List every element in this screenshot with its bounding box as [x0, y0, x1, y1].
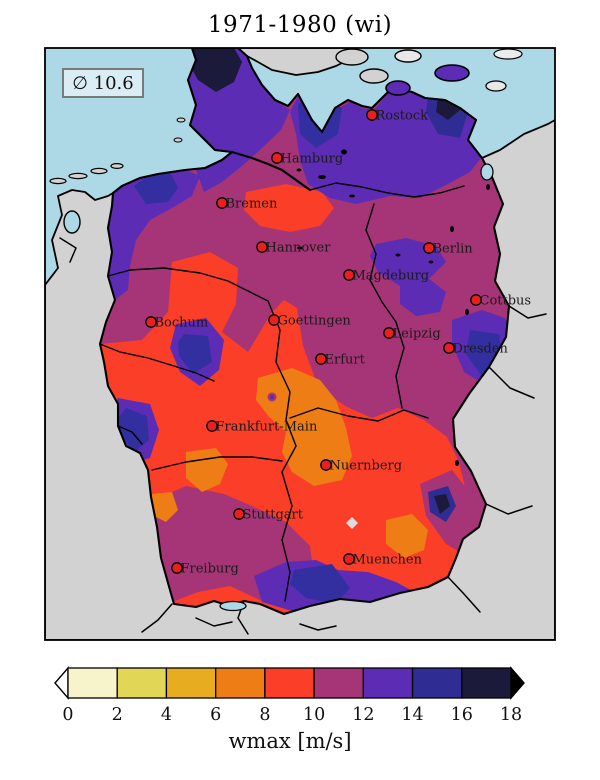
city-marker-dresden — [443, 342, 455, 354]
city-marker-hamburg — [271, 152, 283, 164]
city-label: Hamburg — [281, 152, 344, 167]
city-marker-leipzig — [383, 327, 395, 339]
city-marker-erfurt — [315, 353, 327, 365]
colorbar-cell — [313, 667, 364, 699]
colorbar-over-arrow — [510, 666, 525, 700]
city-label: Cottbus — [480, 294, 532, 309]
city-label: Nuernberg — [330, 459, 403, 474]
city-marker-muenchen — [343, 553, 355, 565]
city-label: Hannover — [266, 241, 332, 256]
city-label: Bremen — [226, 197, 278, 212]
islands-and-lakes — [49, 48, 523, 612]
colorbar-tick-label: 6 — [210, 705, 221, 725]
city-label: Muenchen — [353, 553, 423, 568]
city-label: Goettingen — [278, 314, 352, 329]
colorbar-tick-label: 18 — [500, 705, 522, 725]
colorbar-tick-label: 12 — [352, 705, 374, 725]
city-marker-stuttgart — [233, 508, 245, 520]
city-label: Magdeburg — [353, 269, 430, 284]
colorbar-cell — [362, 667, 414, 699]
city-marker-bremen — [216, 197, 228, 209]
colorbar-cell — [411, 667, 463, 699]
colorbar-tick-label: 2 — [112, 705, 123, 725]
city-label: Freiburg — [181, 562, 239, 577]
city-label: Bochum — [155, 316, 209, 331]
city-label: Berlin — [433, 242, 474, 257]
colorbar-tick-label: 10 — [303, 705, 325, 725]
city-label: Leipzig — [393, 327, 441, 342]
colorbar-cell — [67, 667, 118, 699]
city-marker-goettingen — [268, 314, 280, 326]
colorbar-under-arrow — [54, 666, 69, 700]
city-label: Erfurt — [325, 353, 366, 368]
city-layer: Rostock Hamburg Bremen Hannover BerlinMagdeb… — [145, 109, 532, 577]
colorbar-cell — [264, 667, 315, 699]
colorbar-cell — [165, 667, 217, 699]
city-label: Dresden — [453, 342, 509, 357]
colorbar-tick-label: 16 — [451, 705, 473, 725]
colorbar-cells: 0 2 4 6 8 10 12 14 16 18 — [54, 666, 525, 725]
city-label: Stuttgart — [243, 508, 304, 523]
city-marker-rostock — [366, 109, 378, 121]
colorbar-tick-label: 0 — [62, 705, 73, 725]
mean-value-text: ∅ 10.6 — [72, 72, 134, 94]
city-label: Frankfurt-Main — [216, 420, 318, 435]
city-marker-magdeburg — [343, 269, 355, 281]
colorbar: 0 2 4 6 8 10 12 14 16 18 wmax [m/s] — [54, 666, 525, 753]
city-marker-hannover — [256, 241, 268, 253]
colorbar-tick-label: 4 — [161, 705, 172, 725]
colorbar-tick-label: 8 — [259, 705, 270, 725]
city-marker-frankfurt-main — [206, 420, 218, 432]
city-marker-bochum — [145, 316, 157, 328]
figure-title: 1971-1980 (wi) — [207, 12, 393, 38]
colorbar-cell — [461, 667, 512, 699]
city-marker-nuernberg — [320, 459, 332, 471]
city-marker-berlin — [423, 242, 435, 254]
city-marker-freiburg — [171, 562, 183, 574]
mean-value-badge: ∅ 10.6 — [62, 68, 144, 98]
colorbar-label: wmax [m/s] — [228, 729, 351, 753]
city-marker-cottbus — [470, 294, 482, 306]
city-label: Rostock — [376, 109, 429, 124]
colorbar-cell — [116, 667, 168, 699]
colorbar-tick-label: 14 — [401, 705, 423, 725]
foreign-borders — [59, 237, 547, 635]
map-frame — [44, 47, 556, 641]
colorbar-cell — [215, 667, 266, 699]
